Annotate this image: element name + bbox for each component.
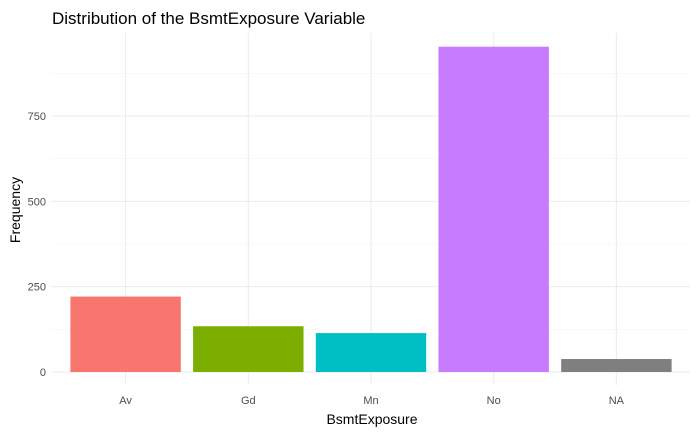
x-axis-title: BsmtExposure [326, 411, 417, 427]
x-tick-label: Av [119, 395, 132, 407]
bars [70, 46, 672, 373]
x-tick-label: Gd [241, 395, 256, 407]
y-tick-label: 250 [28, 282, 46, 294]
x-axis-ticks: Av Gd Mn No NA [119, 395, 624, 407]
bar-gd [193, 326, 304, 372]
y-tick-label: 0 [40, 367, 46, 379]
y-tick-label: 750 [28, 111, 46, 123]
bar-av [70, 296, 181, 372]
x-tick-label: NA [609, 395, 625, 407]
bar-na [561, 359, 672, 372]
y-tick-label: 500 [28, 196, 46, 208]
bar-mn [315, 333, 427, 372]
chart-title: Distribution of the BsmtExposure Variabl… [52, 9, 365, 28]
y-axis-ticks: 0 250 500 750 [28, 111, 46, 379]
x-tick-label: Mn [363, 395, 378, 407]
bar-no [438, 46, 549, 373]
x-tick-label: No [487, 395, 501, 407]
y-axis-title: Frequency [7, 177, 23, 243]
